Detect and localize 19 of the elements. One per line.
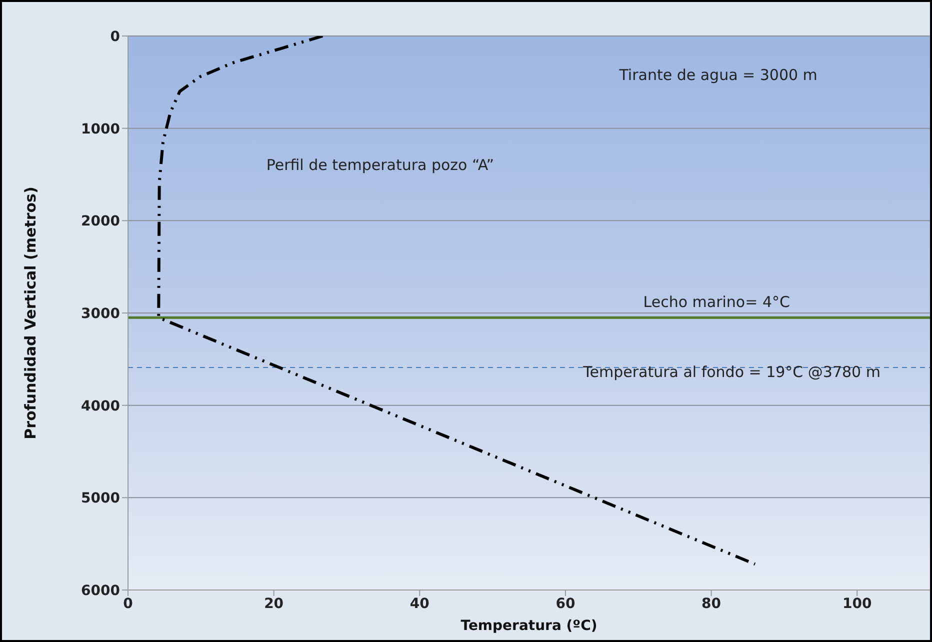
y-tick-label: 6000	[81, 582, 120, 599]
y-tick-label: 0	[110, 28, 120, 45]
annotation: Tirante de agua = 3000 m	[619, 66, 818, 84]
x-tick-label: 60	[556, 596, 576, 612]
y-axis-title: Profundidad Vertical (metros)	[21, 186, 40, 440]
x-tick-label: 80	[702, 596, 722, 612]
x-tick-label: 40	[410, 596, 430, 612]
y-tick-label: 1000	[81, 121, 120, 138]
y-tick-label: 5000	[81, 490, 120, 507]
y-tick-label: 2000	[81, 214, 120, 230]
y-tick-label: 4000	[81, 398, 120, 414]
x-tick-label: 0	[123, 596, 134, 612]
annotation: Lecho marino= 4°C	[643, 293, 790, 311]
x-tick-label: 20	[264, 596, 284, 612]
y-tick-label: 3000	[81, 306, 120, 322]
x-axis-title: Temperatura (ºC)	[460, 618, 598, 634]
annotation: Temperatura al fondo = 19°C @3780 m	[583, 363, 880, 381]
annotation: Perfil de temperatura pozo “A”	[266, 156, 494, 174]
x-tick-label: 100	[842, 596, 872, 612]
